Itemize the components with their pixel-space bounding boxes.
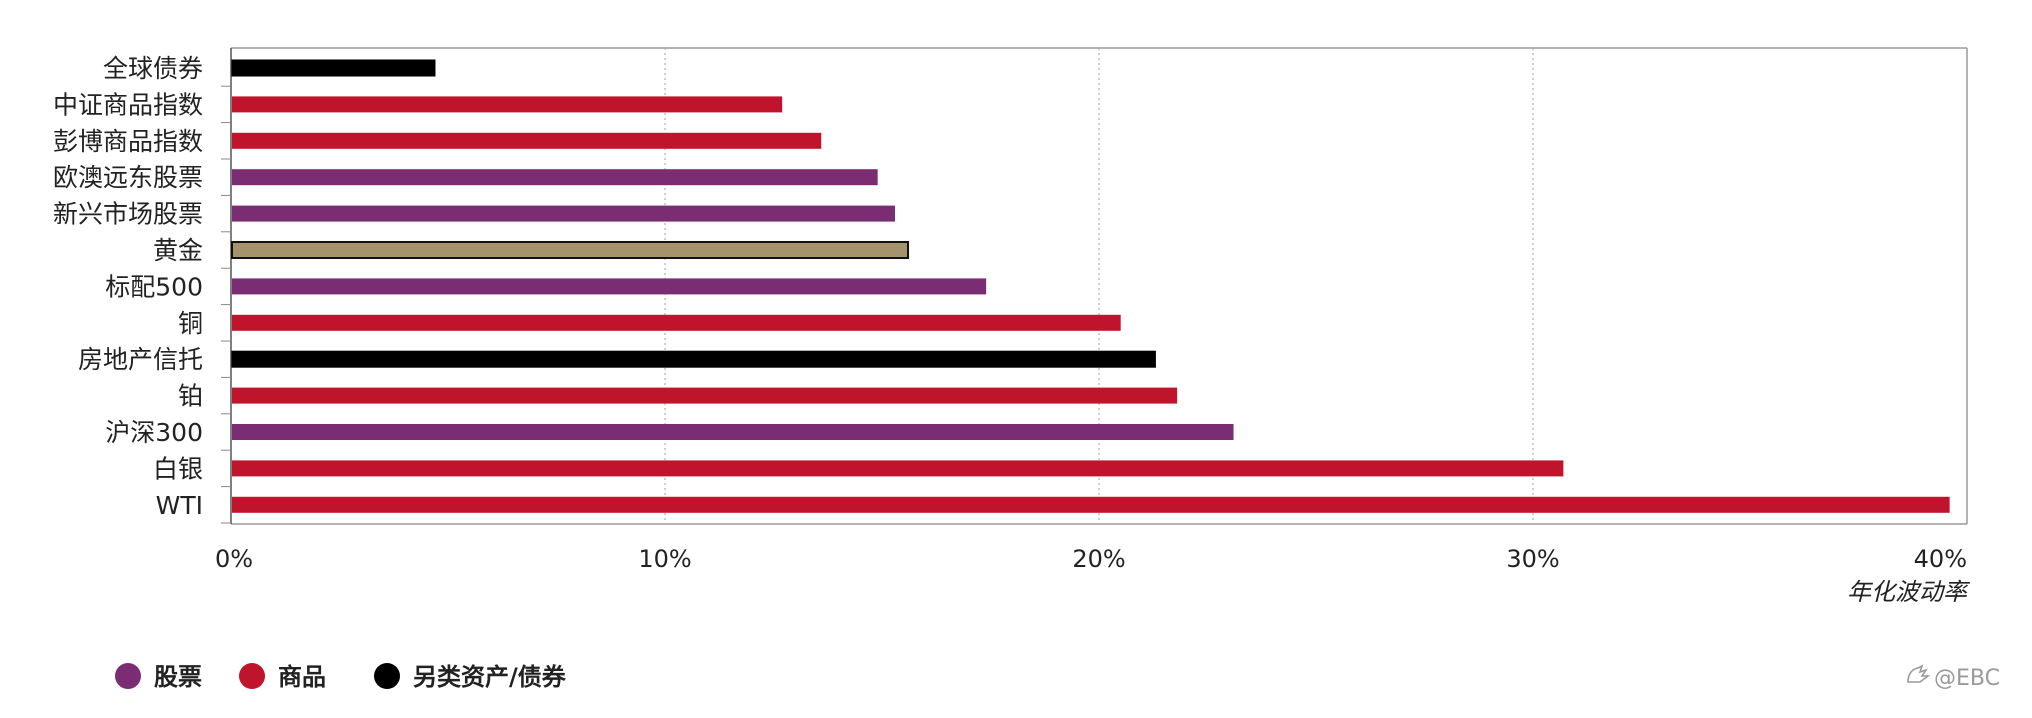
bar-10: [232, 424, 1234, 440]
legend-marker: [374, 663, 400, 689]
legend-marker: [115, 663, 141, 689]
category-label: 白银: [153, 454, 203, 483]
bar-2: [232, 132, 822, 149]
legend-label: 另类资产/债券: [413, 663, 567, 691]
x-tick-label: 30%: [1506, 545, 1559, 573]
category-label: 标配500: [105, 272, 203, 301]
x-tick-labels: 0% 10% 20% 30% 40%: [215, 545, 1967, 573]
category-label: 黄金: [153, 236, 203, 265]
category-label: 沪深300: [105, 418, 203, 447]
x-tick-label: 40%: [1914, 545, 1967, 573]
bar-1: [232, 96, 783, 113]
category-label: 铂: [178, 382, 203, 411]
grid: [230, 47, 1968, 525]
category-label: 欧澳远东股票: [53, 163, 203, 192]
bar-5: [231, 241, 910, 259]
category-label: 新兴市场股票: [53, 200, 203, 229]
legend: 股票 商品 另类资产/债券: [115, 663, 567, 691]
category-label: 房地产信托: [78, 345, 203, 374]
x-tick-label: 0%: [215, 545, 253, 573]
bar-3: [232, 169, 878, 186]
x-axis-title: 年化波动率: [1847, 578, 1971, 606]
watermark-text: @EBC: [1934, 666, 2000, 691]
legend-label: 商品: [278, 663, 326, 691]
category-label: 彭博商品指数: [53, 127, 203, 156]
bar-4: [232, 205, 896, 222]
bar-7: [232, 314, 1121, 331]
x-tick-label: 20%: [1072, 545, 1125, 573]
legend-item: 另类资产/债券: [374, 663, 567, 691]
legend-item: 商品: [239, 663, 326, 691]
legend-item: 股票: [115, 663, 202, 691]
bar-9: [232, 387, 1178, 404]
hand-icon: [1907, 664, 1931, 683]
bar-11: [232, 460, 1564, 477]
legend-marker: [239, 663, 265, 689]
bar-6: [232, 278, 987, 295]
bars: [231, 59, 1950, 513]
category-label: WTI: [156, 491, 203, 520]
bar-8: [231, 350, 1156, 368]
x-tick-label: 10%: [638, 545, 691, 573]
watermark: @EBC: [1907, 664, 2000, 691]
category-label: 全球债券: [103, 54, 203, 83]
category-label: 中证商品指数: [53, 90, 203, 119]
category-label: 铜: [178, 309, 203, 338]
bar-12: [232, 496, 1950, 513]
bar-0: [231, 59, 436, 77]
legend-label: 股票: [154, 663, 202, 691]
